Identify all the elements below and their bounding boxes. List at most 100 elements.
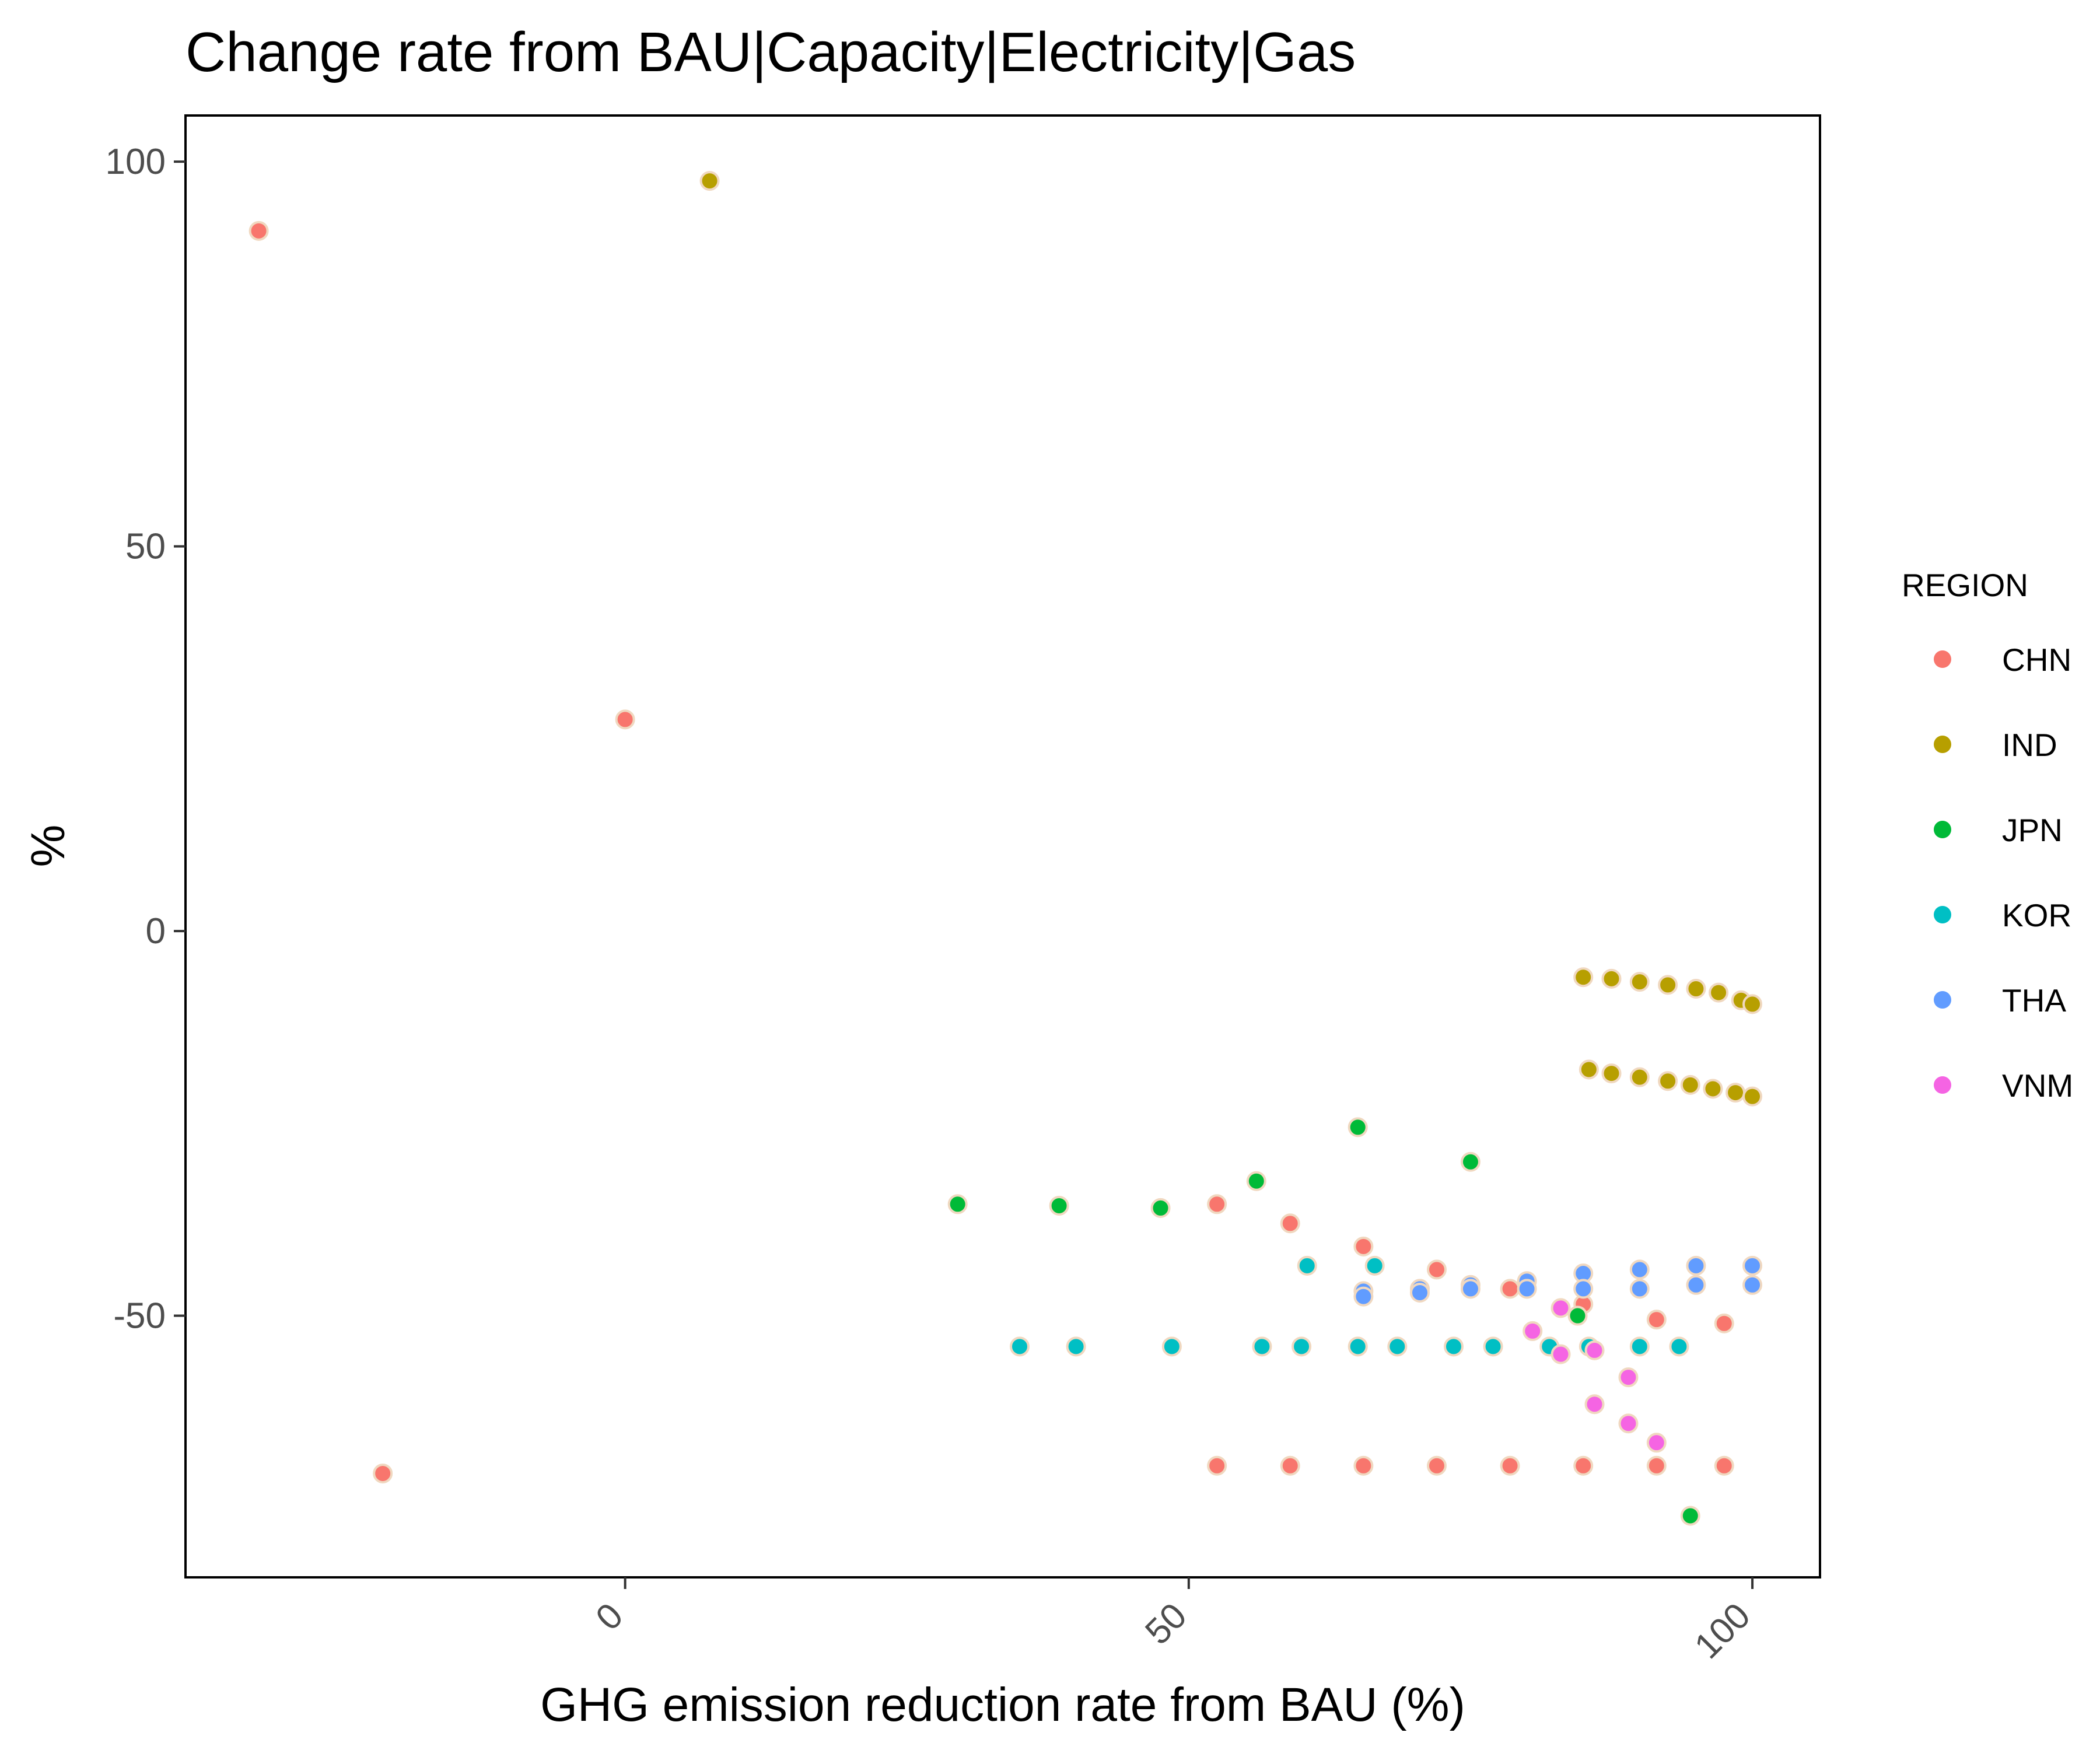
point-kor	[1298, 1257, 1316, 1275]
point-jpn	[1051, 1197, 1068, 1214]
point-vnm	[1648, 1434, 1665, 1451]
point-kor	[1366, 1257, 1384, 1275]
legend-label-ind: IND	[2002, 727, 2057, 763]
point-vnm	[1619, 1415, 1637, 1432]
point-ind	[1744, 995, 1761, 1013]
point-ind	[1710, 984, 1727, 1002]
point-tha	[1574, 1280, 1592, 1297]
legend: CHN IND JPN KOR THA VNM	[1934, 642, 2073, 1104]
legend-label-tha: THA	[2002, 982, 2066, 1019]
legend-key-chn	[1934, 650, 1951, 668]
x-axis-title: GHG emission reduction rate from BAU (%)	[540, 1678, 1465, 1731]
point-tha	[1411, 1284, 1429, 1301]
y-tick-label: -50	[113, 1296, 166, 1336]
legend-label-vnm: VNM	[2002, 1068, 2073, 1104]
point-tha	[1744, 1257, 1761, 1275]
point-jpn	[1152, 1199, 1170, 1217]
point-ind	[1603, 970, 1620, 988]
point-vnm	[1552, 1346, 1570, 1363]
point-kor	[1445, 1338, 1462, 1355]
x-tick-label: 100	[1687, 1595, 1758, 1667]
legend-key-tha	[1934, 991, 1951, 1009]
point-chn	[617, 710, 634, 728]
point-chn	[1428, 1261, 1446, 1278]
point-chn	[1648, 1457, 1665, 1475]
point-tha	[1354, 1288, 1372, 1306]
point-ind	[1727, 1084, 1744, 1101]
point-tha	[1687, 1257, 1704, 1275]
point-ind	[1574, 968, 1592, 986]
point-vnm	[1619, 1368, 1637, 1386]
legend-key-kor	[1934, 906, 1951, 923]
point-kor	[1349, 1338, 1367, 1355]
x-tick-label: 50	[1138, 1595, 1195, 1653]
point-chn	[1716, 1315, 1733, 1332]
point-kor	[1253, 1338, 1270, 1355]
point-chn	[1354, 1238, 1372, 1255]
point-kor	[1011, 1338, 1028, 1355]
legend-key-ind	[1934, 736, 1951, 753]
point-vnm	[1524, 1322, 1541, 1340]
point-kor	[1293, 1338, 1310, 1355]
point-chn	[1208, 1195, 1226, 1213]
point-chn	[1574, 1457, 1592, 1475]
point-ind	[1682, 1076, 1699, 1094]
point-chn	[374, 1465, 391, 1482]
point-tha	[1631, 1280, 1648, 1297]
point-ind	[1659, 1072, 1676, 1090]
point-chn	[1648, 1311, 1665, 1328]
point-kor	[1670, 1338, 1688, 1355]
point-jpn	[1248, 1172, 1265, 1190]
point-tha	[1687, 1276, 1704, 1294]
point-tha	[1518, 1280, 1536, 1297]
point-ind	[1631, 1069, 1648, 1086]
plot-panel	[186, 116, 1820, 1577]
x-axis-ticks: 0 50 100	[588, 1577, 1758, 1667]
point-ind	[1603, 1065, 1620, 1082]
point-chn	[1502, 1280, 1519, 1297]
point-kor	[1485, 1338, 1502, 1355]
point-vnm	[1552, 1299, 1570, 1317]
point-chn	[1354, 1457, 1372, 1475]
point-kor	[1163, 1338, 1181, 1355]
point-chn	[1282, 1214, 1299, 1232]
legend-label-chn: CHN	[2002, 642, 2071, 678]
point-ind	[1631, 973, 1648, 991]
point-vnm	[1586, 1395, 1604, 1413]
point-ind	[1580, 1060, 1598, 1078]
point-jpn	[1682, 1507, 1699, 1524]
point-tha	[1744, 1276, 1761, 1294]
point-ind	[1659, 976, 1676, 993]
point-jpn	[1569, 1307, 1587, 1325]
chart-title: Change rate from BAU|Capacity|Electricit…	[186, 21, 1356, 83]
point-tha	[1631, 1261, 1648, 1278]
point-vnm	[1586, 1342, 1604, 1359]
y-tick-label: 100	[106, 142, 166, 182]
point-jpn	[949, 1195, 967, 1213]
legend-title: REGION	[1902, 567, 2028, 603]
point-jpn	[1349, 1118, 1367, 1136]
y-axis-ticks: 100 50 0 -50	[106, 142, 186, 1336]
point-ind	[1687, 980, 1704, 998]
legend-key-vnm	[1934, 1076, 1951, 1094]
point-ind	[1704, 1080, 1721, 1097]
point-chn	[250, 222, 268, 240]
point-kor	[1388, 1338, 1406, 1355]
point-chn	[1428, 1457, 1446, 1475]
point-ind	[701, 172, 719, 190]
point-chn	[1208, 1457, 1226, 1475]
point-ind	[1744, 1088, 1761, 1105]
y-tick-label: 0	[146, 911, 166, 951]
legend-key-jpn	[1934, 821, 1951, 838]
point-kor	[1068, 1338, 1085, 1355]
legend-label-jpn: JPN	[2002, 812, 2063, 848]
point-kor	[1631, 1338, 1648, 1355]
legend-label-kor: KOR	[2002, 897, 2071, 933]
y-axis-title: %	[22, 825, 75, 867]
point-chn	[1502, 1457, 1519, 1475]
y-tick-label: 50	[125, 527, 166, 567]
point-chn	[1716, 1457, 1733, 1475]
point-chn	[1282, 1457, 1299, 1475]
point-tha	[1462, 1280, 1479, 1297]
